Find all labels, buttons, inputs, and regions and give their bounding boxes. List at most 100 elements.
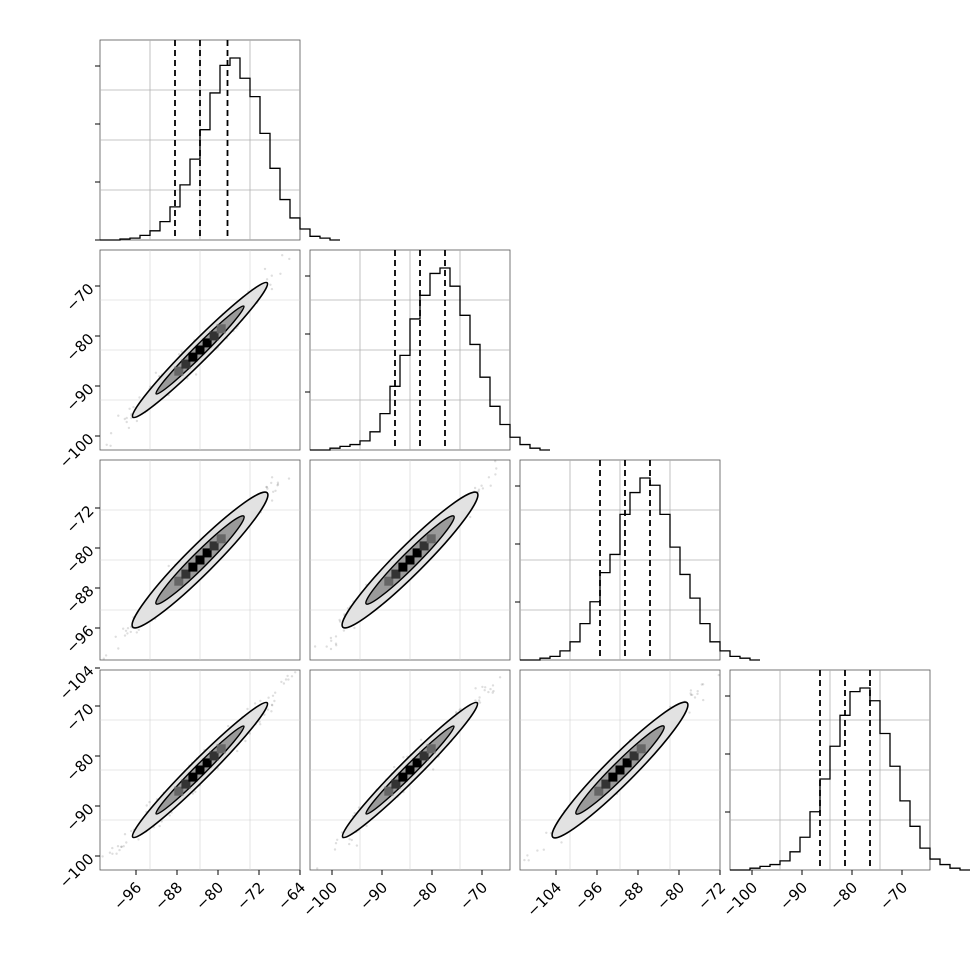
density-cell <box>601 779 611 789</box>
scatter-panel-3-1 <box>309 669 511 871</box>
scatter-point <box>330 639 333 642</box>
density-cell <box>426 744 436 754</box>
scatter-point <box>271 694 275 697</box>
density-cell <box>405 765 415 775</box>
scatter-point <box>287 477 291 480</box>
x-tick-label: −88 <box>612 878 647 913</box>
scatter-point <box>276 484 279 487</box>
scatter-point <box>111 852 114 855</box>
density-cell <box>412 548 422 558</box>
scatter-point <box>338 620 342 623</box>
scatter-point <box>474 687 477 690</box>
scatter-point <box>560 841 563 844</box>
density-cell <box>405 555 415 565</box>
scatter-point <box>474 699 477 702</box>
scatter-point <box>270 274 273 277</box>
scatter-point <box>124 629 128 632</box>
density-cell <box>209 331 219 341</box>
scatter-point <box>527 859 530 862</box>
scatter-point <box>478 696 481 699</box>
scatter-point <box>393 765 396 769</box>
scatter-point <box>123 634 127 637</box>
density-cell <box>636 744 646 754</box>
scatter-point <box>329 647 333 651</box>
scatter-point <box>288 257 291 261</box>
scatter-point <box>120 845 123 848</box>
x-tick-label: −80 <box>406 878 441 913</box>
scatter-point <box>102 657 106 660</box>
scatter-point <box>130 416 133 420</box>
scatter-point <box>265 485 268 489</box>
scatter-point <box>526 854 529 857</box>
scatter-point <box>101 855 104 858</box>
y-tick-label: −100 <box>56 850 98 892</box>
density-cell <box>209 751 219 761</box>
scatter-point <box>294 671 297 674</box>
scatter-point <box>700 683 703 686</box>
scatter-point <box>432 768 435 771</box>
scatter-point <box>266 487 269 490</box>
scatter-point <box>483 689 486 692</box>
scatter-point <box>127 426 131 430</box>
scatter-point <box>168 814 171 817</box>
y-tick-label: −70 <box>62 280 97 315</box>
scatter-point <box>270 481 273 485</box>
x-tick-label: −72 <box>233 878 268 913</box>
x-tick-label: −70 <box>876 878 911 913</box>
x-tick-label: −80 <box>653 878 688 913</box>
scatter-point <box>693 696 697 699</box>
scatter-point <box>480 484 483 487</box>
scatter-point <box>357 806 361 809</box>
scatter-point <box>269 283 272 286</box>
density-cell <box>195 765 205 775</box>
x-tick-label: −90 <box>776 878 811 913</box>
scatter-point <box>244 739 247 743</box>
histogram-steps <box>730 687 970 871</box>
hist-panel-2-2 <box>519 459 760 661</box>
scatter-point <box>137 838 140 841</box>
scatter-point <box>689 693 693 697</box>
scatter-point <box>334 842 338 845</box>
scatter-point <box>481 685 484 689</box>
scatter-point <box>108 851 112 854</box>
scatter-point <box>492 689 495 693</box>
scatter-point <box>478 701 482 704</box>
scatter-point <box>691 693 694 697</box>
scatter-point <box>115 852 118 855</box>
scatter-point <box>477 699 481 702</box>
density-cell <box>209 541 219 551</box>
scatter-point <box>523 858 526 862</box>
scatter-panel-2-0 <box>99 459 301 661</box>
density-cell <box>202 548 212 558</box>
scatter-point <box>282 682 286 685</box>
scatter-point <box>274 489 277 492</box>
scatter-point <box>696 692 699 696</box>
scatter-point <box>346 607 350 610</box>
density-cell <box>426 534 436 544</box>
x-tick-label: −100 <box>719 878 761 920</box>
scatter-point <box>469 515 472 519</box>
y-tick-label: −80 <box>62 542 97 577</box>
density-cell <box>384 786 394 796</box>
density-cell <box>622 758 632 768</box>
scatter-point <box>477 488 481 491</box>
scatter-point <box>281 254 284 257</box>
scatter-point <box>114 635 117 638</box>
density-cell <box>216 534 226 544</box>
scatter-point <box>265 278 269 281</box>
scatter-panel-3-2 <box>519 669 721 871</box>
scatter-point <box>125 841 128 844</box>
scatter-point <box>253 702 257 705</box>
scatter-point <box>177 353 181 356</box>
scatter-point <box>227 724 230 728</box>
scatter-point <box>336 838 339 841</box>
scatter-point <box>270 703 274 706</box>
scatter-point <box>116 845 120 848</box>
scatter-point <box>128 407 131 410</box>
scatter-point <box>129 630 132 634</box>
y-tick-label: −100 <box>56 430 98 472</box>
scatter-point <box>117 414 120 417</box>
scatter-point <box>491 684 495 687</box>
scatter-point <box>126 627 130 630</box>
